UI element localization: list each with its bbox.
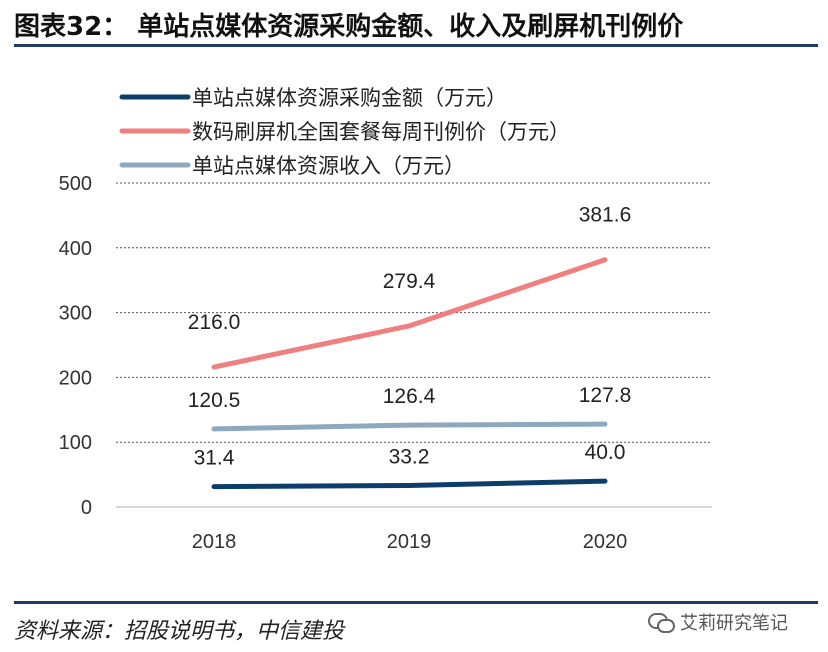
y-tick-label-0: 0 xyxy=(81,497,92,519)
y-tick-label-100: 100 xyxy=(59,432,92,454)
legend-label-2: 单站点媒体资源收入（万元） xyxy=(192,154,465,178)
x-tick-label-2020: 2020 xyxy=(583,531,628,553)
y-tick-label-300: 300 xyxy=(59,303,92,325)
footer-rule xyxy=(14,601,818,604)
data-label-s1-2018: 216.0 xyxy=(188,311,241,334)
y-tick-label-200: 200 xyxy=(59,367,92,389)
series-line-0 xyxy=(211,478,608,490)
title-rule xyxy=(14,44,818,47)
data-label-s0-2018: 31.4 xyxy=(194,447,235,470)
legend-label-0: 单站点媒体资源采购金额（万元） xyxy=(192,86,507,110)
source-note: 资料来源：招股说明书，中信建投 xyxy=(14,619,345,644)
data-label-s2-2020: 127.8 xyxy=(579,384,632,407)
x-tick-label-2019: 2019 xyxy=(387,531,432,553)
data-label-s2-2019: 126.4 xyxy=(383,385,436,408)
series-line-2 xyxy=(211,421,608,432)
data-label-s2-2018: 120.5 xyxy=(188,389,241,412)
data-label-s1-2020: 381.6 xyxy=(579,204,632,227)
data-label-s1-2019: 279.4 xyxy=(383,270,436,293)
title-bar: 图表32： 单站点媒体资源采购金额、收入及刷屏机刊例价 xyxy=(0,0,828,50)
y-tick-label-500: 500 xyxy=(59,173,92,195)
wechat-icon xyxy=(648,611,675,633)
series-line-1 xyxy=(211,257,608,370)
watermark-text: 艾莉研究笔记 xyxy=(680,613,788,634)
legend-label-1: 数码刷屏机全国套餐每周刊例价（万元） xyxy=(192,120,570,144)
data-label-s0-2020: 40.0 xyxy=(585,441,626,464)
x-tick-label-2018: 2018 xyxy=(192,531,237,553)
data-label-s0-2019: 33.2 xyxy=(389,445,430,468)
y-tick-label-400: 400 xyxy=(59,238,92,260)
figure-title: 图表32： 单站点媒体资源采购金额、收入及刷屏机刊例价 xyxy=(14,12,684,42)
line-chart: 0 100 200 300 400 500 2018 2019 2020 31.4 33.2 40.0… xyxy=(59,86,712,553)
watermark: 艾莉研究笔记 xyxy=(648,608,788,636)
